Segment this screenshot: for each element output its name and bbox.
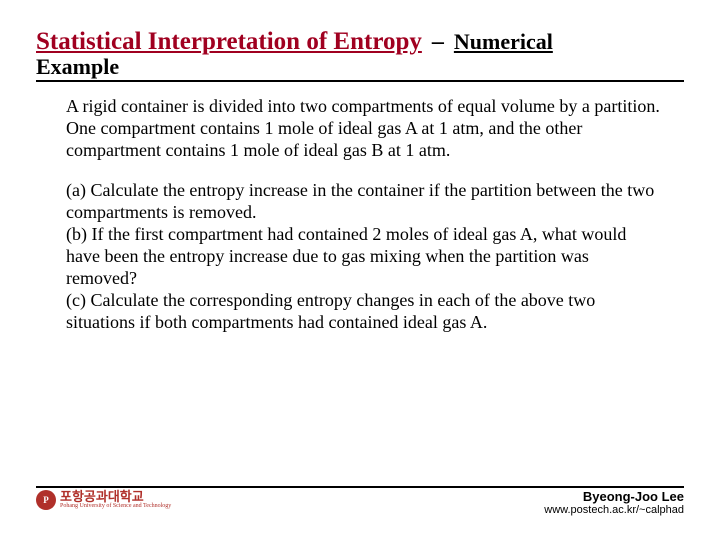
author-name: Byeong-Joo Lee	[544, 490, 684, 504]
title-separator: –	[432, 29, 444, 55]
logo-text-en: Pohang University of Science and Technol…	[60, 503, 171, 509]
footer-content: P 포항공과대학교 Pohang University of Science a…	[36, 490, 684, 516]
paragraph-1: A rigid container is divided into two co…	[66, 96, 662, 162]
title-block: Statistical Interpretation of Entropy – …	[36, 28, 684, 82]
footer: P 포항공과대학교 Pohang University of Science a…	[36, 486, 684, 516]
title-main: Statistical Interpretation of Entropy	[36, 28, 422, 55]
title-subtitle-2: Example	[36, 54, 684, 80]
paragraph-2: (a) Calculate the entropy increase in th…	[66, 180, 662, 334]
body-text: A rigid container is divided into two co…	[36, 90, 684, 334]
logo-text-kr: 포항공과대학교	[60, 490, 171, 503]
logo-text: 포항공과대학교 Pohang University of Science and…	[60, 490, 171, 509]
author-url: www.postech.ac.kr/~calphad	[544, 504, 684, 516]
title-subtitle-1: Numerical	[454, 29, 553, 54]
author-block: Byeong-Joo Lee www.postech.ac.kr/~calpha…	[544, 490, 684, 516]
university-logo: P 포항공과대학교 Pohang University of Science a…	[36, 490, 171, 510]
footer-rule	[36, 486, 684, 488]
slide: Statistical Interpretation of Entropy – …	[0, 0, 720, 540]
logo-icon: P	[36, 490, 56, 510]
